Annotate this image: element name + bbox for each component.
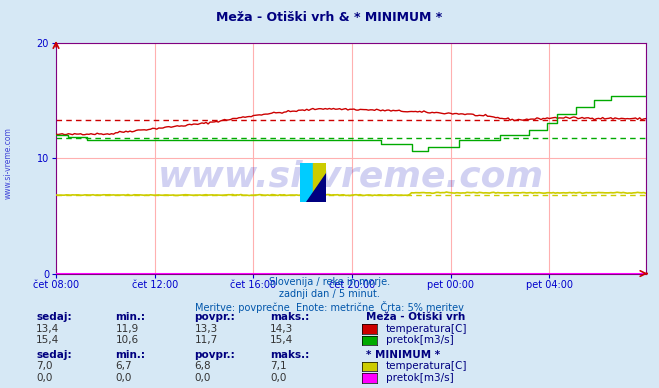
Text: zadnji dan / 5 minut.: zadnji dan / 5 minut. bbox=[279, 289, 380, 299]
Text: maks.:: maks.: bbox=[270, 312, 310, 322]
Text: 11,7: 11,7 bbox=[194, 335, 217, 345]
Text: www.si-vreme.com: www.si-vreme.com bbox=[158, 159, 544, 194]
Text: 15,4: 15,4 bbox=[270, 335, 293, 345]
Text: Meritve: povprečne  Enote: metrične  Črta: 5% meritev: Meritve: povprečne Enote: metrične Črta:… bbox=[195, 301, 464, 313]
Text: sedaj:: sedaj: bbox=[36, 350, 72, 360]
Text: maks.:: maks.: bbox=[270, 350, 310, 360]
Bar bbox=[300, 163, 313, 202]
Text: 0,0: 0,0 bbox=[270, 373, 287, 383]
Text: 7,1: 7,1 bbox=[270, 361, 287, 371]
Text: povpr.:: povpr.: bbox=[194, 312, 235, 322]
Text: 0,0: 0,0 bbox=[115, 373, 132, 383]
Text: 0,0: 0,0 bbox=[36, 373, 53, 383]
Text: Meža - Otiški vrh: Meža - Otiški vrh bbox=[366, 312, 465, 322]
Text: 11,9: 11,9 bbox=[115, 324, 138, 334]
Text: Meža - Otiški vrh & * MINIMUM *: Meža - Otiški vrh & * MINIMUM * bbox=[216, 11, 443, 24]
Text: 6,7: 6,7 bbox=[115, 361, 132, 371]
Text: temperatura[C]: temperatura[C] bbox=[386, 324, 467, 334]
Text: sedaj:: sedaj: bbox=[36, 312, 72, 322]
Text: 6,8: 6,8 bbox=[194, 361, 211, 371]
Text: 15,4: 15,4 bbox=[36, 335, 59, 345]
Bar bbox=[313, 163, 326, 202]
Text: * MINIMUM *: * MINIMUM * bbox=[366, 350, 440, 360]
Text: temperatura[C]: temperatura[C] bbox=[386, 361, 467, 371]
Text: 7,0: 7,0 bbox=[36, 361, 53, 371]
Text: min.:: min.: bbox=[115, 312, 146, 322]
Polygon shape bbox=[306, 173, 326, 202]
Text: povpr.:: povpr.: bbox=[194, 350, 235, 360]
Text: pretok[m3/s]: pretok[m3/s] bbox=[386, 335, 453, 345]
Text: Slovenija / reke in morje.: Slovenija / reke in morje. bbox=[269, 277, 390, 288]
Text: 13,3: 13,3 bbox=[194, 324, 217, 334]
Text: www.si-vreme.com: www.si-vreme.com bbox=[3, 127, 13, 199]
Text: 13,4: 13,4 bbox=[36, 324, 59, 334]
Text: 14,3: 14,3 bbox=[270, 324, 293, 334]
Text: pretok[m3/s]: pretok[m3/s] bbox=[386, 373, 453, 383]
Text: min.:: min.: bbox=[115, 350, 146, 360]
Text: 10,6: 10,6 bbox=[115, 335, 138, 345]
Text: 0,0: 0,0 bbox=[194, 373, 211, 383]
